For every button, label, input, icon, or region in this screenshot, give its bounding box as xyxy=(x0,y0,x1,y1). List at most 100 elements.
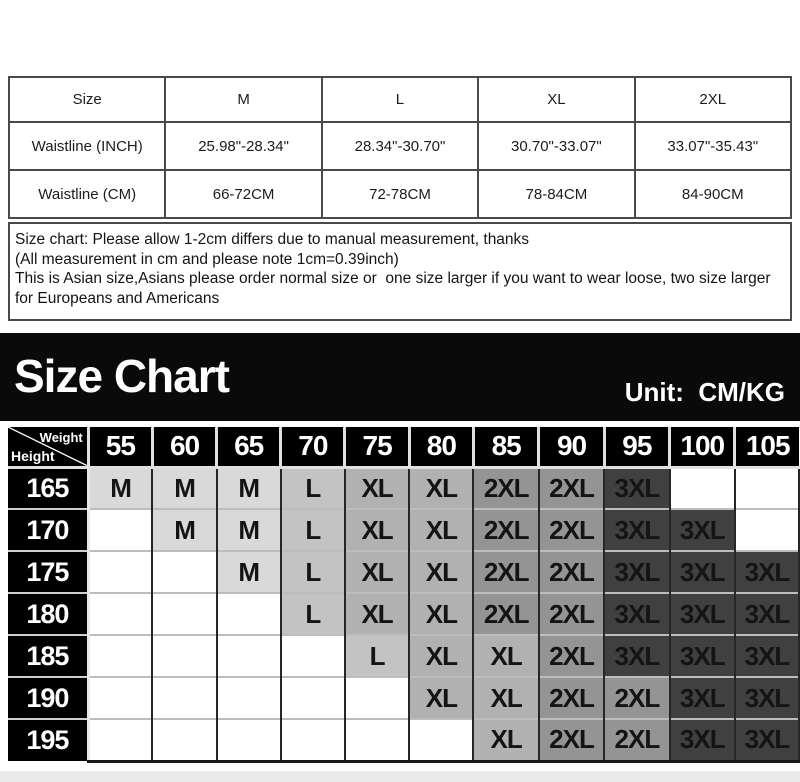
note-line-1: Size chart: Please allow 1-2cm differs d… xyxy=(15,231,530,248)
size-cell-180-65 xyxy=(215,592,282,635)
banner-title: Size Chart xyxy=(14,349,230,402)
weight-header-70: 70 xyxy=(279,427,345,469)
weight-header-90: 90 xyxy=(537,427,605,469)
size-cell-175-105: 3XL xyxy=(733,550,800,593)
size-cell-165-100 xyxy=(668,466,736,509)
size-cell-190-105: 3XL xyxy=(733,676,800,719)
waistline-header-row: Size M L XL 2XL xyxy=(7,76,793,123)
waistline-inch-xl: 30.70"-33.07" xyxy=(477,121,636,171)
size-cell-180-75: XL xyxy=(343,592,411,635)
size-cell-185-70 xyxy=(279,634,346,677)
matrix-row-185: 185 L XL XL 2XL 3XL 3XL 3XL xyxy=(8,634,800,677)
waistline-cm-m: 66-72CM xyxy=(164,169,323,219)
size-cell-175-90: 2XL xyxy=(537,550,606,593)
corner-height-label: Height xyxy=(11,447,55,464)
waistline-inch-l: 28.34"-30.70" xyxy=(320,121,480,171)
size-cell-175-100: 3XL xyxy=(668,550,736,593)
waistline-inch-label: Waistline (INCH) xyxy=(7,121,167,171)
size-cell-195-60 xyxy=(151,718,218,763)
waistline-inch-2xl: 33.07"-35.43" xyxy=(633,121,793,171)
size-cell-195-80 xyxy=(408,718,475,763)
waistline-table: Size M L XL 2XL Waistline (INCH) 25.98"-… xyxy=(7,76,793,219)
matrix-row-170: 170 M M L XL XL 2XL 2XL 3XL 3XL xyxy=(8,508,800,551)
weight-header-60: 60 xyxy=(150,427,217,469)
waistline-header-2xl: 2XL xyxy=(633,76,793,123)
size-chart-banner: Size Chart Unit: CM/KG xyxy=(0,333,800,421)
size-cell-170-70: L xyxy=(279,508,346,551)
size-cell-195-85: XL xyxy=(472,718,540,763)
weight-header-55: 55 xyxy=(86,427,153,469)
size-cell-170-65: M xyxy=(215,508,282,551)
notes-box: Size chart: Please allow 1-2cm differs d… xyxy=(8,222,792,321)
waistline-cm-xl: 78-84CM xyxy=(477,169,636,219)
note-line-3: This is Asian size,Asians please order n… xyxy=(15,270,775,307)
size-cell-195-75 xyxy=(343,718,411,763)
waistline-inch-row: Waistline (INCH) 25.98"-28.34" 28.34"-30… xyxy=(7,121,793,171)
size-cell-175-60 xyxy=(151,550,218,593)
corner-weight-label: Weight xyxy=(39,430,83,445)
waistline-cm-l: 72-78CM xyxy=(320,169,480,219)
corner-cell: Weight Height xyxy=(8,427,89,469)
size-cell-180-80: XL xyxy=(408,592,475,635)
height-label-180: 180 xyxy=(8,592,89,635)
size-cell-190-75 xyxy=(343,676,411,719)
size-cell-165-85: 2XL xyxy=(472,466,540,509)
size-cell-175-70: L xyxy=(279,550,346,593)
size-cell-195-90: 2XL xyxy=(537,718,606,763)
size-cell-190-85: XL xyxy=(472,676,540,719)
size-cell-170-75: XL xyxy=(343,508,411,551)
matrix-row-165: 165 M M M L XL XL 2XL 2XL 3XL xyxy=(8,466,800,509)
size-cell-185-80: XL xyxy=(408,634,475,677)
size-cell-165-65: M xyxy=(215,466,282,509)
size-cell-185-95: 3XL xyxy=(603,634,671,677)
waistline-header-xl: XL xyxy=(477,76,636,123)
weight-header-105: 105 xyxy=(733,427,799,469)
size-cell-195-70 xyxy=(279,718,346,763)
size-cell-170-95: 3XL xyxy=(603,508,671,551)
size-matrix-table: Weight Height 55 60 65 70 75 80 85 90 95 100 105 1… xyxy=(8,427,800,763)
height-label-175: 175 xyxy=(8,550,89,593)
unit-label: Unit: CM/KG xyxy=(624,377,785,407)
size-cell-190-95: 2XL xyxy=(603,676,671,719)
size-cell-175-80: XL xyxy=(408,550,475,593)
size-cell-190-90: 2XL xyxy=(537,676,606,719)
size-cell-190-60 xyxy=(151,676,218,719)
size-cell-190-100: 3XL xyxy=(668,676,736,719)
size-cell-165-105 xyxy=(733,466,800,509)
size-cell-195-55 xyxy=(86,718,154,763)
size-cell-170-105 xyxy=(733,508,800,551)
size-cell-185-85: XL xyxy=(472,634,540,677)
size-cell-165-90: 2XL xyxy=(537,466,606,509)
waistline-cm-label: Waistline (CM) xyxy=(7,169,167,219)
size-cell-185-65 xyxy=(215,634,282,677)
size-cell-180-100: 3XL xyxy=(668,592,736,635)
size-cell-165-75: XL xyxy=(343,466,411,509)
size-cell-195-95: 2XL xyxy=(603,718,671,763)
size-cell-190-70 xyxy=(279,676,346,719)
waistline-header-m: M xyxy=(164,76,323,123)
weight-header-100: 100 xyxy=(668,427,735,469)
waistline-cm-2xl: 84-90CM xyxy=(633,169,793,219)
size-cell-170-60: M xyxy=(151,508,218,551)
size-cell-165-95: 3XL xyxy=(603,466,671,509)
weight-header-75: 75 xyxy=(343,427,410,469)
waistline-header-size: Size xyxy=(7,76,167,123)
size-cell-185-90: 2XL xyxy=(537,634,606,677)
height-label-195: 195 xyxy=(8,718,89,761)
note-line-2: (All measurement in cm and please note 1… xyxy=(15,250,399,268)
height-label-165: 165 xyxy=(8,466,89,509)
diagonal-line-icon xyxy=(8,427,87,466)
matrix-row-180: 180 L XL XL 2XL 2XL 3XL 3XL 3XL xyxy=(8,592,800,635)
height-label-190: 190 xyxy=(8,676,89,719)
size-cell-185-55 xyxy=(86,634,154,677)
size-cell-185-100: 3XL xyxy=(668,634,736,677)
size-cell-185-105: 3XL xyxy=(733,634,800,677)
size-cell-190-80: XL xyxy=(408,676,475,719)
size-cell-165-60: M xyxy=(151,466,218,509)
size-cell-180-105: 3XL xyxy=(733,592,800,635)
size-cell-190-55 xyxy=(86,676,154,719)
height-label-185: 185 xyxy=(8,634,89,677)
height-label-170: 170 xyxy=(8,508,89,551)
size-cell-170-85: 2XL xyxy=(472,508,540,551)
